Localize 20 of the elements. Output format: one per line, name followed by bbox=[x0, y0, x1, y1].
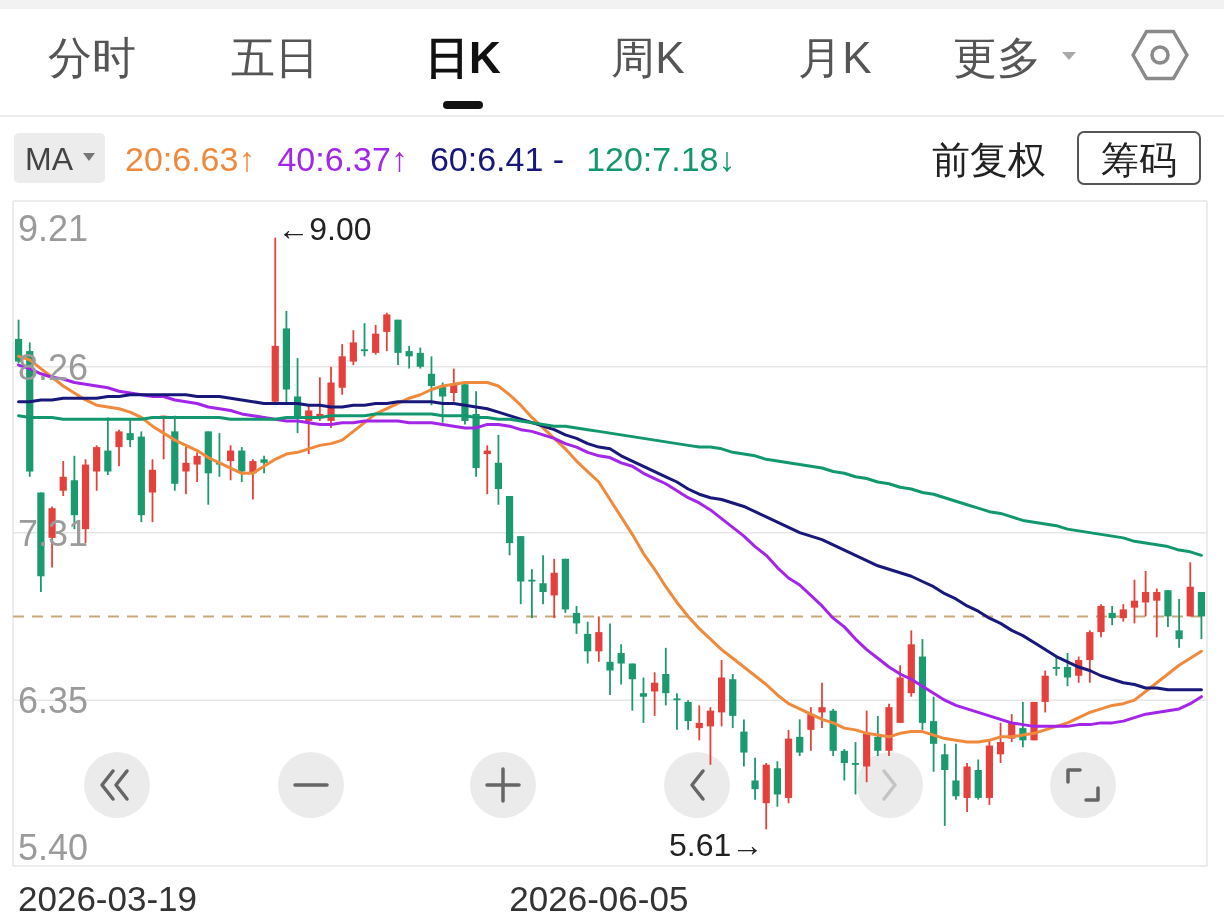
text: 120:7.18↓ bbox=[586, 140, 736, 178]
text: 前复权 bbox=[932, 139, 1046, 181]
text: 更多 bbox=[953, 33, 1041, 82]
text: 20:6.63↑ bbox=[125, 140, 256, 178]
x-tick-label: 2026-06-05 bbox=[509, 879, 689, 918]
text: 40:6.37↑ bbox=[277, 140, 408, 178]
text: 周K bbox=[611, 33, 685, 82]
text: 60:6.41 - bbox=[429, 140, 565, 178]
text: 筹码 bbox=[1101, 139, 1177, 181]
y-tick-label: 5.40 bbox=[18, 827, 89, 868]
text: 日K bbox=[425, 33, 502, 82]
annotation: ←9.00 bbox=[277, 210, 372, 247]
text: 五日 bbox=[231, 33, 319, 82]
annotation: 5.61→ bbox=[668, 827, 764, 864]
y-tick-label: 9.21 bbox=[18, 208, 89, 249]
y-tick-label: 6.35 bbox=[18, 680, 89, 722]
text: 2026-03-19 bbox=[18, 879, 198, 918]
text: 分时 bbox=[48, 33, 136, 82]
text: 月K bbox=[798, 33, 872, 82]
legend-title: MA bbox=[25, 141, 74, 177]
